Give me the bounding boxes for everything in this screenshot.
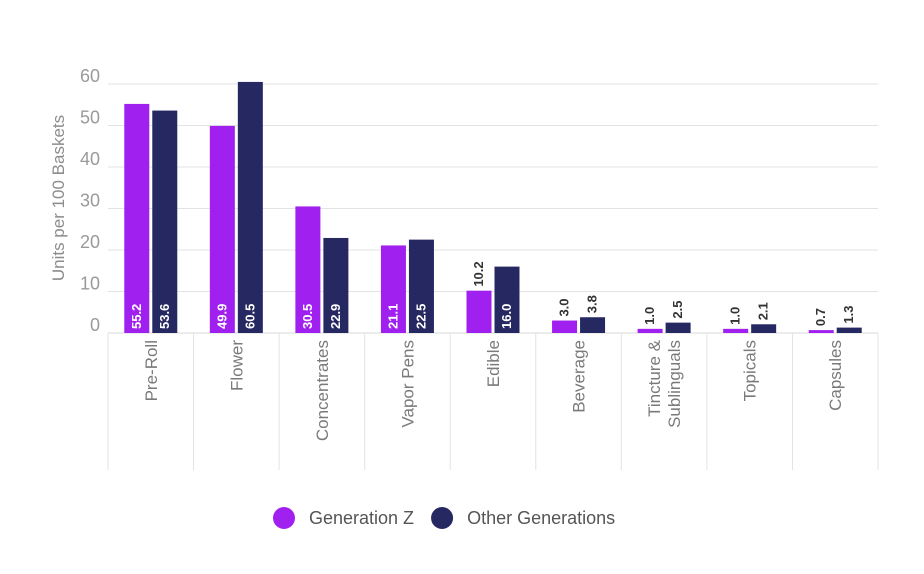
data-label: 0.7: [813, 308, 828, 326]
data-label: 3.8: [585, 295, 600, 313]
legend: Generation Z Other Generations: [273, 507, 615, 529]
bar: [751, 324, 777, 333]
category-label: Sublinguals: [665, 340, 684, 428]
bar: [836, 327, 862, 333]
data-label: 55.2: [129, 304, 144, 329]
data-label: 1.0: [642, 307, 657, 325]
bar: [408, 239, 434, 333]
y-tick-label: 10: [80, 274, 100, 294]
data-label: 21.1: [385, 304, 400, 329]
data-label: 3.0: [557, 298, 572, 316]
y-tick-label: 30: [80, 191, 100, 211]
data-label: 49.9: [214, 304, 229, 329]
bar: [237, 81, 263, 333]
bar: [552, 320, 578, 333]
data-labels: 55.2 53.6 49.9 60.5 30.5 22.9 21.1 22.5 10.2 16.0…: [129, 261, 856, 329]
category-label: Edible: [484, 340, 503, 387]
bar: [323, 237, 349, 333]
data-label: 2.1: [756, 302, 771, 320]
y-tick-label: 60: [80, 66, 100, 86]
data-label: 30.5: [300, 304, 315, 329]
gridlines: [108, 83, 878, 334]
category-label: Flower: [227, 340, 246, 391]
bar: [808, 330, 834, 333]
bars: [124, 81, 862, 333]
bar: [723, 328, 749, 333]
bar: [665, 322, 691, 333]
data-label: 1.0: [728, 307, 743, 325]
bar: [637, 328, 663, 333]
data-label: 10.2: [471, 261, 486, 286]
data-label: 22.5: [413, 304, 428, 329]
y-tick-label: 40: [80, 149, 100, 169]
bar: [152, 110, 178, 333]
data-label: 2.5: [670, 301, 685, 319]
y-tick-label: 20: [80, 232, 100, 252]
category-label: Beverage: [570, 340, 589, 413]
legend-marker: [273, 507, 295, 529]
y-tick-label: 0: [90, 315, 100, 335]
bar: [209, 125, 235, 333]
y-tick-label: 50: [80, 108, 100, 128]
bar: [124, 103, 150, 333]
data-label: 16.0: [499, 304, 514, 329]
bar: [580, 317, 606, 333]
legend-label: Generation Z: [309, 508, 414, 528]
category-label: Concentrates: [313, 340, 332, 441]
data-label: 22.9: [328, 304, 343, 329]
y-axis-label: Units per 100 Baskets: [49, 115, 68, 281]
bar: [380, 245, 406, 333]
category-label: Topicals: [741, 340, 760, 401]
data-label: 60.5: [242, 304, 257, 329]
category-labels: Pre-Roll Flower Concentrates Vapor Pens Edib…: [142, 339, 845, 441]
legend-label: Other Generations: [467, 508, 615, 528]
category-label: Pre-Roll: [142, 340, 161, 401]
y-axis-ticks: 0 10 20 30 40 50 60: [80, 66, 100, 335]
category-frame: [107, 332, 879, 470]
bar: [466, 290, 492, 333]
legend-marker: [431, 507, 454, 529]
data-label: 1.3: [841, 306, 856, 324]
bar: [494, 266, 520, 333]
data-label: 53.6: [157, 304, 172, 329]
category-label: Capsules: [826, 340, 845, 411]
bar: [295, 206, 321, 333]
category-label: Vapor Pens: [398, 340, 417, 428]
category-label: Tincture &: [645, 339, 664, 417]
